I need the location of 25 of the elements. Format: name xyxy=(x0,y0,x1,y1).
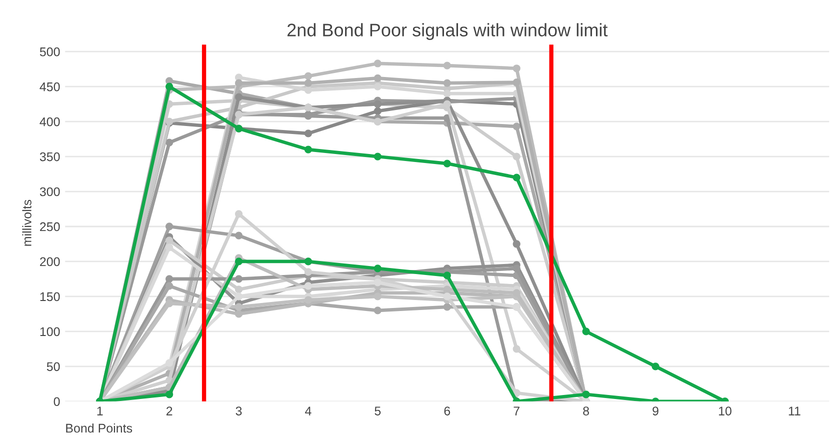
x-tick-label: 5 xyxy=(374,406,381,416)
x-tick-label: 4 xyxy=(305,406,312,416)
x-tick-label: 3 xyxy=(236,406,242,416)
x-tick-label: 8 xyxy=(583,406,589,416)
x-tick-label: 6 xyxy=(444,406,450,416)
y-tick-label: 350 xyxy=(40,152,60,162)
x-tick-label: 1 xyxy=(97,406,103,416)
y-tick-label: 300 xyxy=(40,187,60,196)
chart-title: 2nd Bond Poor signals with window limit xyxy=(287,23,608,40)
x-tick-label: 2 xyxy=(166,406,172,416)
y-tick-label: 200 xyxy=(40,257,60,266)
x-tick-label: 9 xyxy=(652,406,658,416)
y-tick-label: 250 xyxy=(40,222,60,232)
y-tick-label: 500 xyxy=(40,47,60,56)
x-tick-label: 11 xyxy=(788,406,800,416)
y-tick-label: 400 xyxy=(40,117,60,126)
y-axis-title: millivolts xyxy=(22,200,32,246)
y-tick-label: 0 xyxy=(54,397,60,406)
y-tick-label: 50 xyxy=(46,362,60,372)
x-axis-title: Bond Points xyxy=(66,423,132,433)
x-tick-label: 10 xyxy=(718,406,732,416)
y-tick-label: 450 xyxy=(40,82,60,92)
y-tick-label: 100 xyxy=(40,327,60,336)
y-tick-label: 150 xyxy=(40,292,60,302)
x-tick-label: 7 xyxy=(514,406,520,416)
